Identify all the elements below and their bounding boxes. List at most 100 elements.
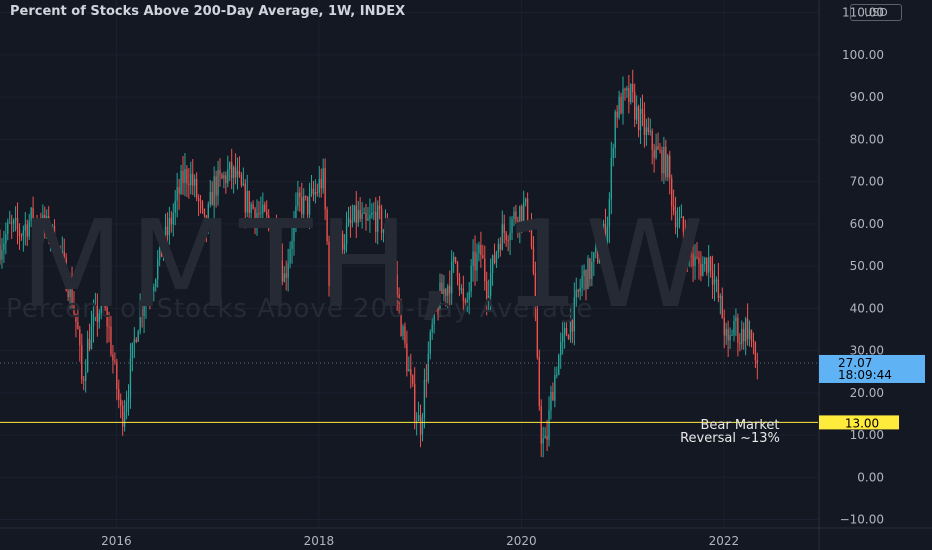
candle-body xyxy=(614,111,616,149)
candle-body xyxy=(227,169,229,184)
candle-body xyxy=(458,276,461,290)
candle-body xyxy=(649,130,651,133)
y-tick-label: 30.00 xyxy=(850,344,884,358)
candle-body xyxy=(81,345,83,380)
candle-body xyxy=(628,88,630,103)
candle-body xyxy=(308,193,311,215)
price-axis[interactable]: 110.00 100.00 90.00 80.00 70.00 60.00 50.00 40.… xyxy=(818,0,884,550)
candle-body xyxy=(612,148,614,158)
candle-body xyxy=(528,225,531,230)
candle-body xyxy=(375,211,377,232)
candle-body xyxy=(1,250,3,260)
candle-body xyxy=(145,295,147,306)
candle-body xyxy=(433,307,435,325)
candle-body xyxy=(715,279,718,281)
y-tick-label: 90.00 xyxy=(850,90,884,104)
time-axis[interactable]: 2016 2018 2020 2022 xyxy=(0,527,932,548)
candle-body xyxy=(322,168,324,189)
candle-body xyxy=(544,436,546,439)
candle-body xyxy=(573,297,576,332)
annotation-line: Bear Market xyxy=(700,418,779,433)
candle-body xyxy=(234,167,237,178)
currency-button[interactable]: USD xyxy=(850,4,902,21)
candle-body xyxy=(367,218,369,221)
candle-body xyxy=(670,178,673,207)
candle-body xyxy=(384,223,387,230)
candle-body xyxy=(326,209,328,242)
candle-body xyxy=(79,329,81,346)
candle-body xyxy=(149,292,151,294)
candle-body xyxy=(3,243,5,251)
candle-body xyxy=(591,261,593,280)
candle-body xyxy=(729,335,731,341)
candle-body xyxy=(702,264,704,276)
candle-body xyxy=(704,257,706,265)
candle-body xyxy=(114,360,116,362)
candle-body xyxy=(460,288,463,290)
candle-body xyxy=(575,289,577,298)
candle-body xyxy=(178,187,180,194)
candle-body xyxy=(524,198,527,203)
candle-body xyxy=(519,206,521,228)
candle-body xyxy=(554,375,556,401)
candle-body xyxy=(102,294,104,304)
candle-body xyxy=(581,276,583,288)
candle-body xyxy=(36,221,38,229)
candle-body xyxy=(688,240,690,257)
candle-body xyxy=(454,256,457,262)
candle-body xyxy=(437,308,439,315)
candle-body xyxy=(46,216,48,227)
y-tick-label: 50.00 xyxy=(850,259,884,273)
candle-body xyxy=(598,254,601,263)
candle-body xyxy=(254,208,256,224)
candle-body xyxy=(585,270,587,290)
candle-body xyxy=(94,305,97,315)
candle-body xyxy=(690,240,692,254)
candle-body xyxy=(667,155,669,178)
candle-body xyxy=(754,342,757,361)
x-tick-label: 2018 xyxy=(304,534,335,548)
candle-body xyxy=(238,170,241,175)
candle-body xyxy=(51,226,54,238)
candle-body xyxy=(295,206,297,220)
candle-body xyxy=(672,206,675,211)
candle-body xyxy=(170,218,173,225)
candle-body xyxy=(195,178,198,199)
candle-body xyxy=(67,290,69,298)
candle-body xyxy=(637,106,640,131)
candle-body xyxy=(560,342,562,356)
candle-body xyxy=(653,149,655,158)
candle-body xyxy=(639,108,642,131)
candle-body xyxy=(55,254,58,260)
candle-body xyxy=(357,210,359,223)
candle-body xyxy=(635,106,638,120)
y-tick-label: 60.00 xyxy=(850,217,884,231)
y-tick-label: 110.00 xyxy=(842,6,884,20)
candle-body xyxy=(474,251,476,271)
level-label-box xyxy=(819,415,899,430)
candle-body xyxy=(22,230,25,236)
candle-body xyxy=(88,339,91,350)
candle-body xyxy=(561,333,564,343)
candle-body xyxy=(400,303,402,337)
candle-body xyxy=(244,183,246,213)
candle-body xyxy=(678,217,681,223)
chart-title: Percent of Stocks Above 200-Day Average,… xyxy=(10,4,406,19)
candle-body xyxy=(236,170,239,178)
candle-body xyxy=(556,374,558,376)
candle-body xyxy=(532,246,535,274)
candle-body xyxy=(530,229,533,247)
candle-body xyxy=(304,196,307,198)
candle-body xyxy=(86,339,89,373)
candle-body xyxy=(511,218,513,233)
y-tick-label: 0.00 xyxy=(857,470,884,484)
candle-body xyxy=(388,241,391,246)
candle-body xyxy=(14,217,17,221)
candle-body xyxy=(390,245,393,256)
candle-body xyxy=(563,327,566,334)
candle-body xyxy=(719,295,722,298)
candle-body xyxy=(589,258,591,280)
candle-body xyxy=(707,256,710,273)
candle-body xyxy=(343,244,346,250)
